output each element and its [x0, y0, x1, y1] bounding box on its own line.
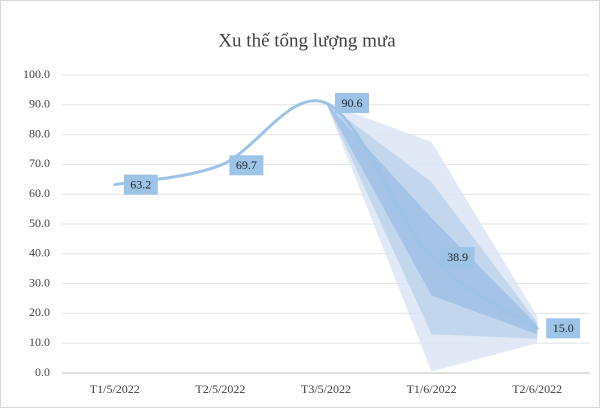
data-label: 69.7	[236, 158, 257, 172]
data-label-box	[546, 318, 581, 339]
y-tick-label: 60.0	[29, 186, 50, 200]
data-label-box	[229, 155, 264, 176]
y-tick-label: 90.0	[29, 97, 50, 111]
data-label-box	[123, 174, 158, 195]
y-tick-label: 100.0	[23, 67, 50, 81]
y-tick-label: 70.0	[29, 156, 50, 170]
y-tick-label: 10.0	[29, 335, 50, 349]
x-tick-label: T2/5/2022	[195, 382, 245, 396]
line	[113, 99, 539, 330]
data-label-box	[440, 247, 475, 268]
data-label: 90.6	[342, 96, 363, 110]
forecast-band	[326, 103, 538, 335]
data-label: 63.2	[130, 177, 151, 191]
chart-title: Xu thế tổng lượng mưa	[218, 30, 396, 51]
data-label: 38.9	[447, 250, 468, 264]
y-tick-label: 30.0	[29, 275, 50, 289]
data-label-box	[335, 93, 369, 114]
y-tick-label: 0.0	[35, 365, 50, 379]
y-tick-label: 80.0	[29, 126, 50, 140]
y-tick-label: 20.0	[29, 305, 50, 319]
x-tick-label: T3/5/2022	[301, 382, 351, 396]
x-tick-label: T1/5/2022	[90, 382, 140, 396]
x-tick-label: T1/6/2022	[407, 382, 457, 396]
y-tick-label: 50.0	[29, 216, 50, 230]
x-tick-label: T2/6/2022	[512, 382, 562, 396]
y-tick-label: 40.0	[29, 246, 50, 260]
data-label: 15.0	[553, 321, 574, 335]
